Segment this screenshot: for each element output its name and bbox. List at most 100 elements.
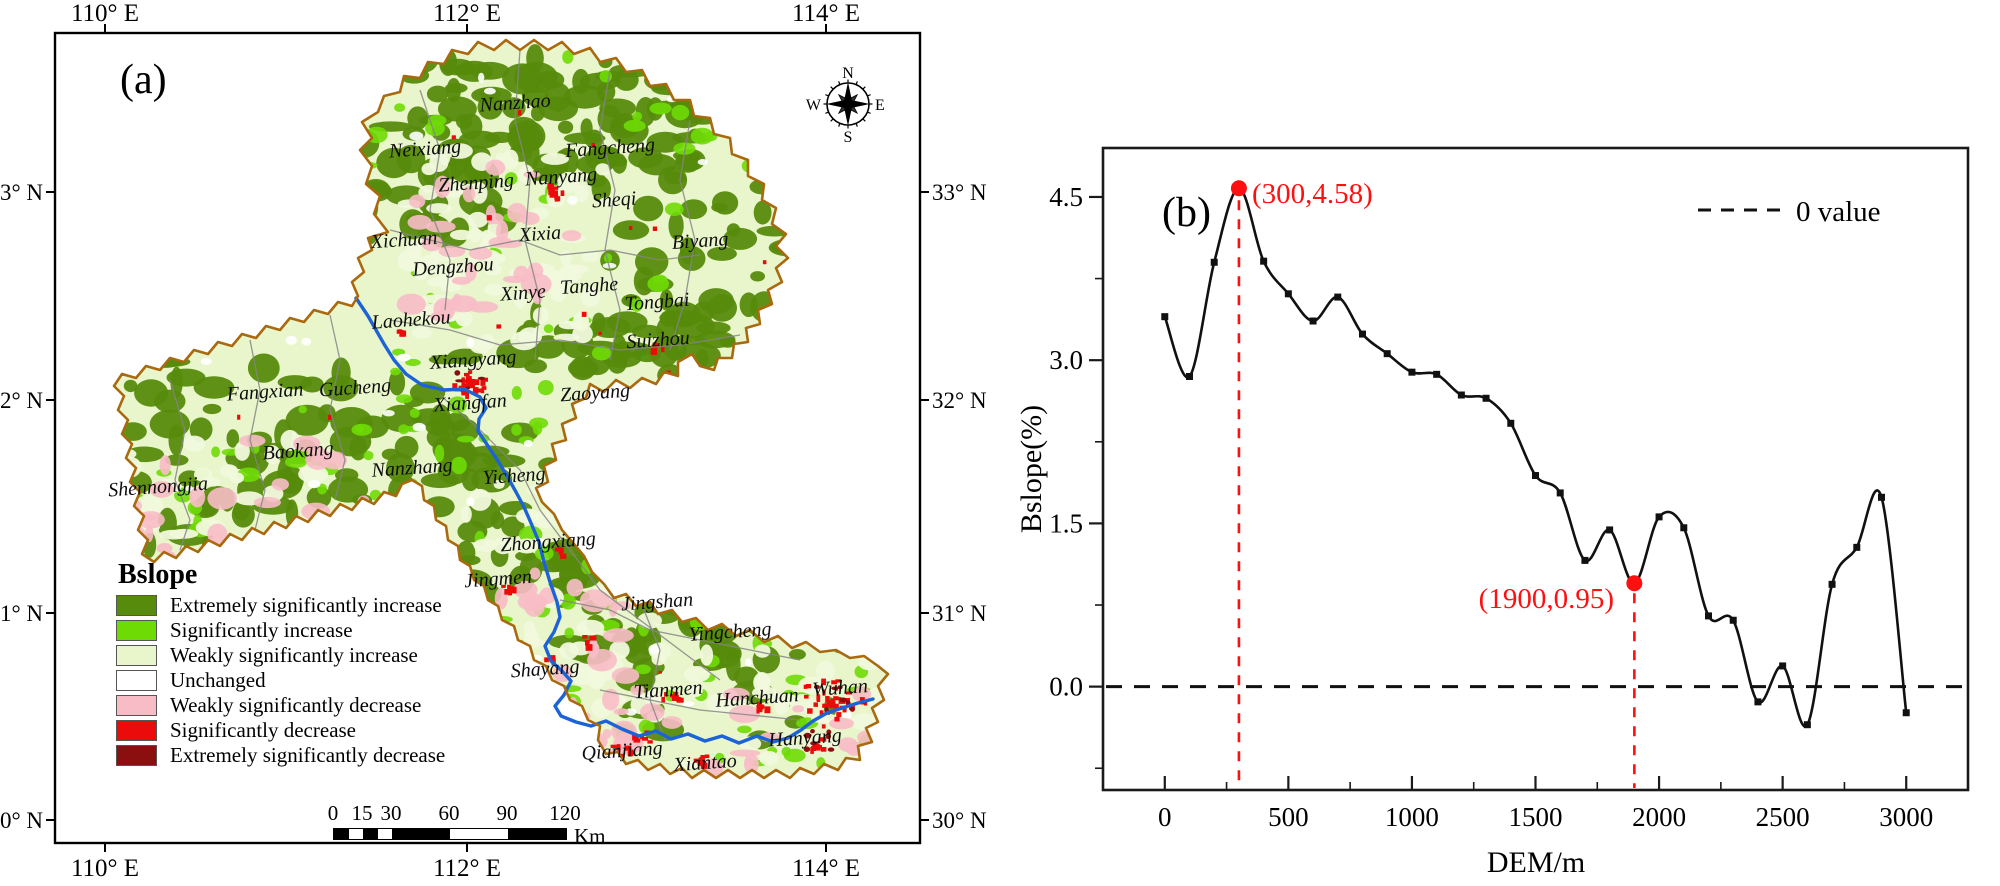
panel-b-label: (b) xyxy=(1162,190,1211,236)
basin-area xyxy=(114,40,888,778)
longitude-label-bottom: 112° E xyxy=(433,855,501,882)
latitude-label-left: 30° N xyxy=(0,808,43,833)
scale-bar-segment xyxy=(392,829,450,839)
place-label: Xixia xyxy=(517,222,562,247)
legend-item: Weakly significantly increase xyxy=(116,643,445,668)
data-point-marker xyxy=(1754,698,1762,706)
place-label: Shayang xyxy=(510,656,580,683)
county-boundary-line xyxy=(419,89,451,311)
place-label: Tanghe xyxy=(559,273,619,299)
data-point-marker xyxy=(1581,556,1589,564)
legend-swatch xyxy=(116,745,157,766)
compass-s-label: S xyxy=(844,129,853,146)
place-label: Gucheng xyxy=(318,375,392,402)
basin-map: 110° E 110° E 112° E 112° E 114° E 114° E 33° … xyxy=(0,0,987,882)
legend-swatch xyxy=(116,620,157,641)
scale-bar-label: 30 xyxy=(380,801,402,825)
county-boundary-line xyxy=(599,69,621,361)
data-point-marker xyxy=(1705,612,1712,620)
x-axis-title: DEM/m xyxy=(1487,846,1585,879)
place-label: Suizhou xyxy=(626,327,691,353)
place-label: Tongbai xyxy=(624,289,690,315)
y-tick-label: 4.5 xyxy=(1049,182,1083,212)
data-point-marker xyxy=(1359,330,1366,338)
data-point-marker xyxy=(1408,368,1416,376)
latitude-label-right: 33° N xyxy=(932,180,987,205)
data-point-marker xyxy=(1309,317,1317,325)
legend-title: Bslope xyxy=(118,559,198,590)
annotation-valley: (1900,0.95) xyxy=(1479,583,1614,615)
data-point-marker xyxy=(1457,391,1465,399)
highlight-point xyxy=(1626,575,1643,592)
county-boundary-line xyxy=(514,49,541,361)
scale-bar-label: 120 xyxy=(549,801,581,825)
longitude-label-top: 110° E xyxy=(71,0,139,27)
compass-w-label: W xyxy=(806,97,822,114)
x-tick-label: 1000 xyxy=(1385,802,1439,832)
dem-bslope-chart: 0 500 1000 1500 2000 2500 3000 0.0 1.5 3.0 4.5 (b)… xyxy=(1015,146,1970,879)
data-point-marker xyxy=(1186,373,1193,381)
county-boundary-line xyxy=(669,119,696,351)
county-boundaries xyxy=(169,49,801,741)
place-label: Wuhan xyxy=(812,675,869,701)
latitude-label-right: 32° N xyxy=(932,388,987,413)
legend-item-label: Extremely significantly decrease xyxy=(170,743,446,767)
latitude-label-right: 30° N xyxy=(932,808,987,833)
place-label: Yicheng xyxy=(482,463,546,489)
scale-bar-unit: Km xyxy=(574,824,606,848)
legend-item-label: Weakly significantly decrease xyxy=(170,693,422,717)
scale-bar: 0 15 30 60 90 120 Km xyxy=(328,801,633,848)
annotation-peak: (300,4.58) xyxy=(1252,178,1373,210)
data-point-marker xyxy=(1853,543,1861,551)
place-label: Neixiang xyxy=(387,136,462,163)
chart-plot-area: 0 500 1000 1500 2000 2500 3000 0.0 1.5 3.0 4.5 xyxy=(1049,146,1970,832)
basin-boundary xyxy=(112,38,890,780)
legend-item: Unchanged xyxy=(116,668,445,693)
latitude-label-left: 32° N xyxy=(0,388,43,413)
legend-swatch xyxy=(116,695,157,716)
county-boundary-line xyxy=(389,319,741,351)
place-label: Jingshan xyxy=(620,589,694,616)
place-label: Xiantao xyxy=(672,750,738,776)
compass-e-label: E xyxy=(875,97,885,114)
county-boundary-line xyxy=(389,229,701,261)
county-boundary-line xyxy=(599,689,801,721)
scale-bar-segment xyxy=(450,829,508,839)
legend-item: Significantly decrease xyxy=(116,718,445,743)
county-boundary-line xyxy=(329,314,346,501)
place-label: Xinye xyxy=(499,280,547,305)
data-point-marker xyxy=(1482,394,1490,402)
scale-bar-label: 90 xyxy=(496,801,518,825)
legend-item-label: Significantly decrease xyxy=(170,718,357,742)
compass-n-label: N xyxy=(842,65,854,82)
data-point-marker xyxy=(1556,489,1564,497)
legend-item: Significantly increase xyxy=(116,618,445,643)
scale-bar-segment xyxy=(348,829,363,839)
y-tick-label: 1.5 xyxy=(1049,508,1083,538)
data-point-marker xyxy=(1779,662,1787,670)
data-point-marker xyxy=(1655,513,1663,521)
data-point-marker xyxy=(1210,258,1218,266)
data-point-marker xyxy=(1878,493,1885,501)
place-label: Zhenping xyxy=(438,169,515,196)
scale-bar-segment xyxy=(377,829,392,839)
map-graticule-labels: 110° E 110° E 112° E 112° E 114° E 114° E 33° … xyxy=(0,0,987,882)
y-axis-title: Bslope(%) xyxy=(1015,405,1048,533)
y-tick-label: 0.0 xyxy=(1049,672,1083,702)
data-point-marker xyxy=(1902,709,1910,717)
place-label: Zaoyang xyxy=(559,380,630,407)
data-point-marker xyxy=(1383,350,1391,358)
scale-bar-segment xyxy=(508,829,566,839)
data-point-marker xyxy=(1334,293,1342,301)
compass-rose-icon: N E S W xyxy=(806,65,885,146)
place-label: Nanyang xyxy=(523,164,598,191)
data-point-marker xyxy=(1828,580,1836,588)
latitude-label-left: 33° N xyxy=(0,180,43,205)
legend-item: Weakly significantly decrease xyxy=(116,693,445,718)
scale-bar-segment xyxy=(363,829,378,839)
place-label: Baokang xyxy=(262,438,334,465)
x-tick-label: 2500 xyxy=(1756,802,1810,832)
place-label: Tianmen xyxy=(633,677,703,704)
x-tick-label: 3000 xyxy=(1879,802,1933,832)
